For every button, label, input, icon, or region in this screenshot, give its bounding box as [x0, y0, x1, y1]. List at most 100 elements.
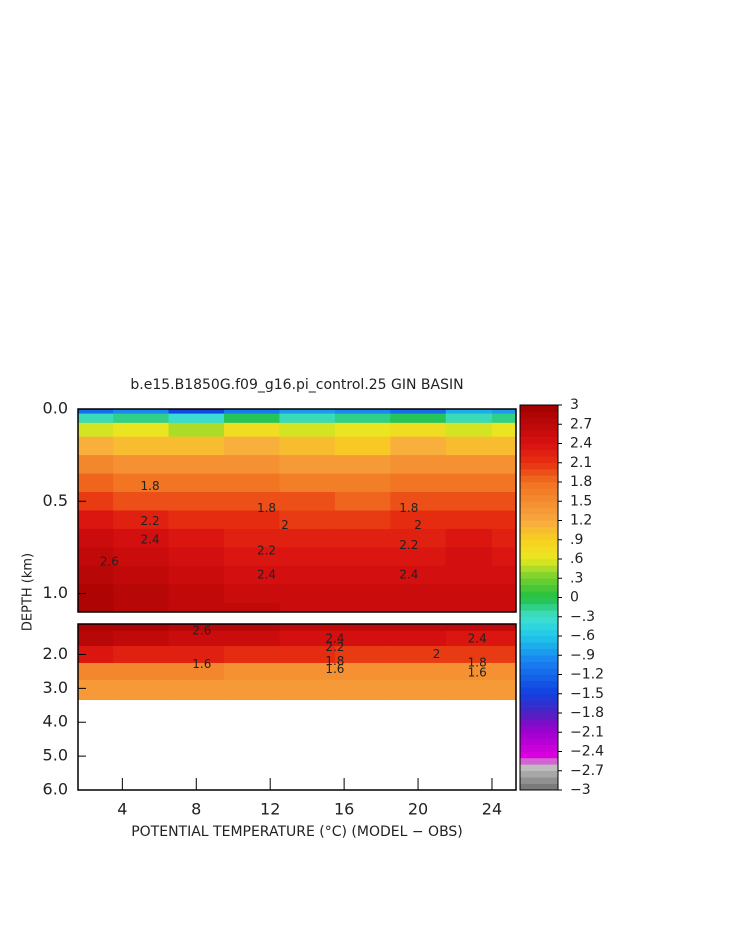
colorbar-swatch — [520, 642, 558, 650]
colorbar-swatch — [520, 584, 558, 592]
contour-label: 2 — [414, 518, 422, 532]
contour-cell — [491, 436, 517, 456]
panel-frame — [77, 623, 517, 791]
contour-cell — [168, 630, 225, 647]
colorbar-swatch — [520, 693, 558, 701]
contour-cell — [445, 630, 493, 647]
contour-cell — [224, 528, 280, 548]
contour-cell — [334, 662, 391, 681]
contour-cell — [279, 662, 336, 681]
contour-cell — [78, 510, 114, 530]
colorbar-swatch — [520, 597, 558, 605]
contour-cell — [491, 510, 517, 530]
contour-cell — [224, 662, 280, 681]
contour-cell — [113, 547, 170, 567]
contour-cell — [78, 624, 114, 632]
contour-cell — [390, 679, 447, 695]
colorbar-swatch — [520, 725, 558, 733]
y-axis-label: DEPTH (km) — [21, 553, 36, 631]
x-tick-label: 4 — [117, 800, 127, 819]
contour-cell — [445, 455, 493, 475]
contour-cell — [445, 584, 493, 604]
contour-cell — [445, 473, 493, 493]
colorbar-swatch — [520, 674, 558, 682]
colorbar-swatch — [520, 770, 558, 778]
contour-label: 2.2 — [325, 640, 344, 654]
contour-cell — [224, 436, 280, 456]
colorbar-swatch — [520, 494, 558, 502]
contour-cell — [491, 473, 517, 493]
x-tick-label: 8 — [191, 800, 201, 819]
colorbar-swatch — [520, 732, 558, 739]
contour-label: 2.4 — [468, 632, 487, 646]
contour-cell — [279, 409, 336, 415]
contour-label: 2.4 — [399, 568, 418, 582]
contour-cell — [334, 630, 391, 647]
colorbar-swatch — [520, 488, 558, 496]
colorbar-swatch — [520, 462, 558, 470]
contour-cell — [168, 510, 225, 530]
colorbar-label: −2.7 — [570, 763, 604, 779]
y-tick-label: 4.0 — [43, 712, 68, 731]
colorbar-swatch — [520, 546, 558, 553]
colorbar-swatch — [520, 751, 558, 759]
contour-cell — [445, 565, 493, 585]
contour-cell — [334, 679, 391, 695]
contour-cell — [279, 422, 336, 438]
colorbar-swatch — [520, 616, 558, 624]
contour-cell — [279, 693, 336, 701]
contour-cell — [390, 436, 447, 456]
colorbar-swatch — [520, 514, 558, 521]
contour-cell — [168, 693, 225, 701]
y-tick-label: 3.0 — [43, 678, 68, 697]
colorbar-swatch — [520, 469, 558, 476]
contour-cell — [78, 409, 114, 415]
contour-cell — [445, 693, 493, 701]
contour-cell — [491, 492, 517, 511]
colorbar-swatch — [520, 475, 558, 483]
contour-cell — [279, 492, 336, 511]
colorbar-swatch — [520, 405, 558, 412]
contour-cell — [113, 492, 170, 511]
contour-cell — [279, 528, 336, 548]
contour-cell — [168, 492, 225, 511]
contour-cell — [78, 528, 114, 548]
contour-cell — [168, 455, 225, 475]
contour-cell — [445, 409, 493, 415]
colorbar-label: −2.4 — [570, 744, 604, 760]
contour-cell — [113, 473, 170, 493]
colorbar-swatch — [520, 648, 558, 656]
colorbar-swatch — [520, 706, 558, 714]
contour-cell — [113, 436, 170, 456]
x-tick-label: 16 — [334, 800, 354, 819]
contour-cell — [491, 547, 517, 567]
contour-cell — [334, 602, 391, 613]
colorbar-swatch — [520, 559, 558, 566]
colorbar-label: −1.2 — [570, 667, 604, 683]
contour-cell — [390, 473, 447, 493]
contour-cell — [491, 602, 517, 613]
contour-cell — [279, 630, 336, 647]
contour-cell — [334, 646, 391, 664]
contour-cell — [78, 602, 114, 613]
contour-cell — [334, 547, 391, 567]
colorbar-label: 1.8 — [570, 474, 592, 490]
contour-label: 2.6 — [192, 623, 211, 637]
contour-cell — [224, 630, 280, 647]
contour-cell — [224, 409, 280, 415]
contour-cell — [445, 528, 493, 548]
contour-cell — [168, 602, 225, 613]
contour-cell — [113, 413, 170, 424]
contour-cell — [113, 584, 170, 604]
colorbar-label: 1.5 — [570, 493, 592, 509]
colorbar-label: −1.5 — [570, 686, 604, 702]
contour-cell — [279, 455, 336, 475]
contour-label: 1.8 — [325, 654, 344, 668]
contour-cell — [78, 584, 114, 604]
contour-label: 2.4 — [257, 568, 276, 582]
contour-cell — [113, 565, 170, 585]
colorbar-swatch — [520, 603, 558, 611]
contour-label: 1.8 — [141, 479, 160, 493]
colorbar-swatch — [520, 655, 558, 662]
